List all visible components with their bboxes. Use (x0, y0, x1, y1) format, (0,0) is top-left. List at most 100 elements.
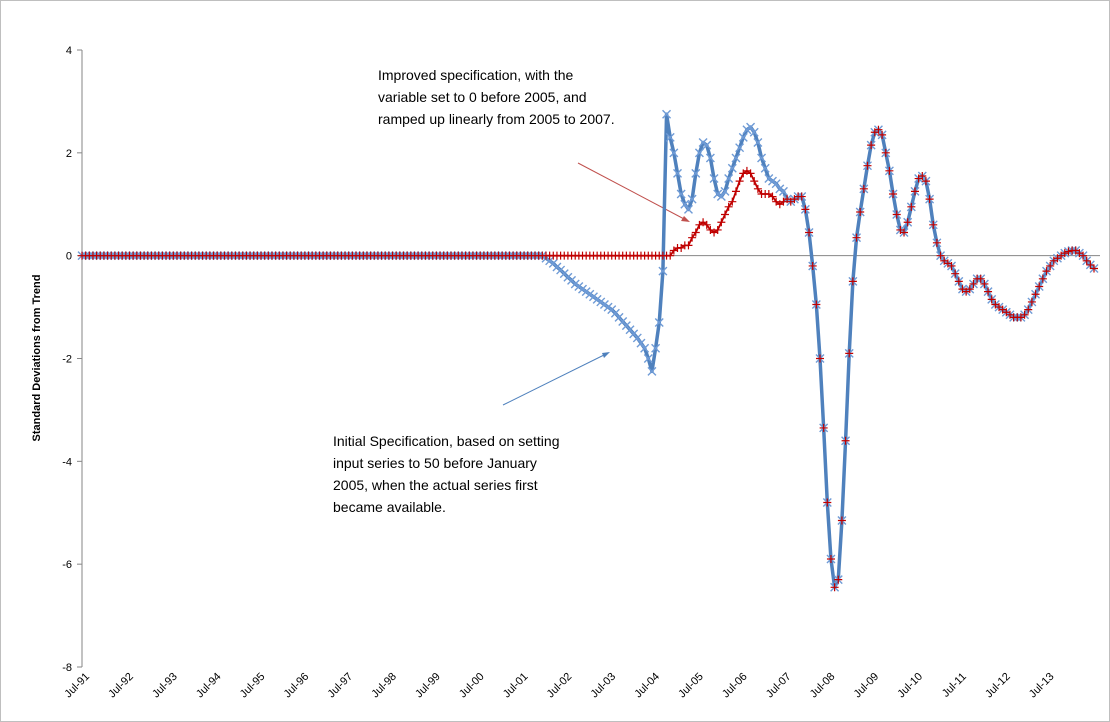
y-tick-label: -4 (62, 456, 72, 468)
point-marker (651, 343, 661, 353)
point-marker (778, 186, 788, 196)
annotation-text: Improved specification, with the (378, 67, 574, 83)
point-marker (900, 228, 909, 237)
point-marker (808, 261, 817, 270)
point-marker (925, 195, 934, 204)
point-marker (683, 204, 693, 214)
point-marker (984, 287, 993, 296)
point-marker (760, 163, 770, 173)
point-marker (669, 148, 679, 158)
point-marker (636, 338, 646, 348)
point-marker (691, 228, 700, 237)
point-marker (662, 109, 672, 119)
point-marker (717, 218, 726, 227)
point-marker (859, 184, 868, 193)
point-marker (852, 233, 861, 242)
point-marker (753, 138, 763, 148)
y-tick-label: -6 (62, 559, 72, 571)
point-marker (907, 202, 916, 211)
annotation-arrow (502, 353, 607, 406)
point-marker (954, 277, 963, 286)
point-marker (951, 269, 960, 278)
point-marker (666, 251, 675, 260)
point-marker (746, 169, 755, 178)
point-marker (874, 125, 883, 134)
point-marker (1046, 261, 1055, 270)
point-marker (1024, 305, 1033, 314)
point-marker (709, 174, 719, 184)
arrow-head (602, 352, 610, 358)
point-marker (647, 366, 657, 376)
point-marker (735, 177, 744, 186)
point-marker (665, 132, 675, 142)
point-marker (815, 354, 824, 363)
point-marker (965, 285, 974, 294)
point-marker (1035, 282, 1044, 291)
point-marker (878, 130, 887, 139)
point-marker (721, 210, 730, 219)
point-marker (921, 177, 930, 186)
point-marker (687, 194, 697, 204)
point-marker (929, 220, 938, 229)
point-marker (716, 192, 726, 202)
annotation-text: became available. (333, 499, 446, 515)
point-marker (688, 233, 697, 242)
point-marker (856, 207, 865, 216)
point-marker (691, 168, 701, 178)
point-marker (749, 127, 759, 137)
point-marker (867, 141, 876, 150)
point-marker (731, 187, 740, 196)
point-marker (812, 300, 821, 309)
point-marker (903, 218, 912, 227)
point-marker (724, 174, 734, 184)
point-marker (801, 205, 810, 214)
point-marker (757, 153, 767, 163)
point-marker (987, 295, 996, 304)
point-marker (892, 210, 901, 219)
point-marker (980, 279, 989, 288)
point-marker (702, 220, 711, 229)
annotation-text: ramped up linearly from 2005 to 2007. (378, 111, 615, 127)
point-marker (918, 171, 927, 180)
point-marker (834, 575, 843, 584)
point-marker (837, 516, 846, 525)
point-marker (1027, 297, 1036, 306)
point-marker (1079, 251, 1088, 260)
point-marker (731, 153, 741, 163)
point-marker (819, 423, 828, 432)
point-marker (684, 241, 693, 250)
point-marker (830, 583, 839, 592)
point-marker (1090, 264, 1098, 273)
annotation-arrow (577, 162, 687, 221)
annotation-text: variable set to 0 before 2005, and (378, 89, 587, 105)
point-marker (848, 277, 857, 286)
point-marker (658, 266, 668, 276)
point-marker (735, 143, 745, 153)
point-marker (724, 202, 733, 211)
point-marker (727, 163, 737, 173)
point-marker (889, 189, 898, 198)
point-marker (771, 179, 781, 189)
point-marker (841, 436, 850, 445)
annotation-text: Initial Specification, based on setting (333, 433, 559, 449)
point-marker (702, 140, 712, 150)
y-tick-label: 0 (66, 251, 72, 263)
point-marker (694, 148, 704, 158)
y-tick-label: -2 (62, 354, 72, 366)
point-marker (713, 225, 722, 234)
point-marker (705, 153, 715, 163)
point-marker (738, 132, 748, 142)
point-marker (680, 199, 690, 209)
point-marker (881, 148, 890, 157)
point-marker (768, 192, 777, 201)
point-marker (826, 555, 835, 564)
point-marker (1060, 249, 1069, 258)
annotation-text: 2005, when the actual series first (333, 477, 538, 493)
point-marker (676, 189, 686, 199)
point-marker (863, 161, 872, 170)
point-marker (632, 333, 642, 343)
arrow-head (681, 216, 690, 222)
annotation-text: input series to 50 before January (333, 455, 537, 471)
